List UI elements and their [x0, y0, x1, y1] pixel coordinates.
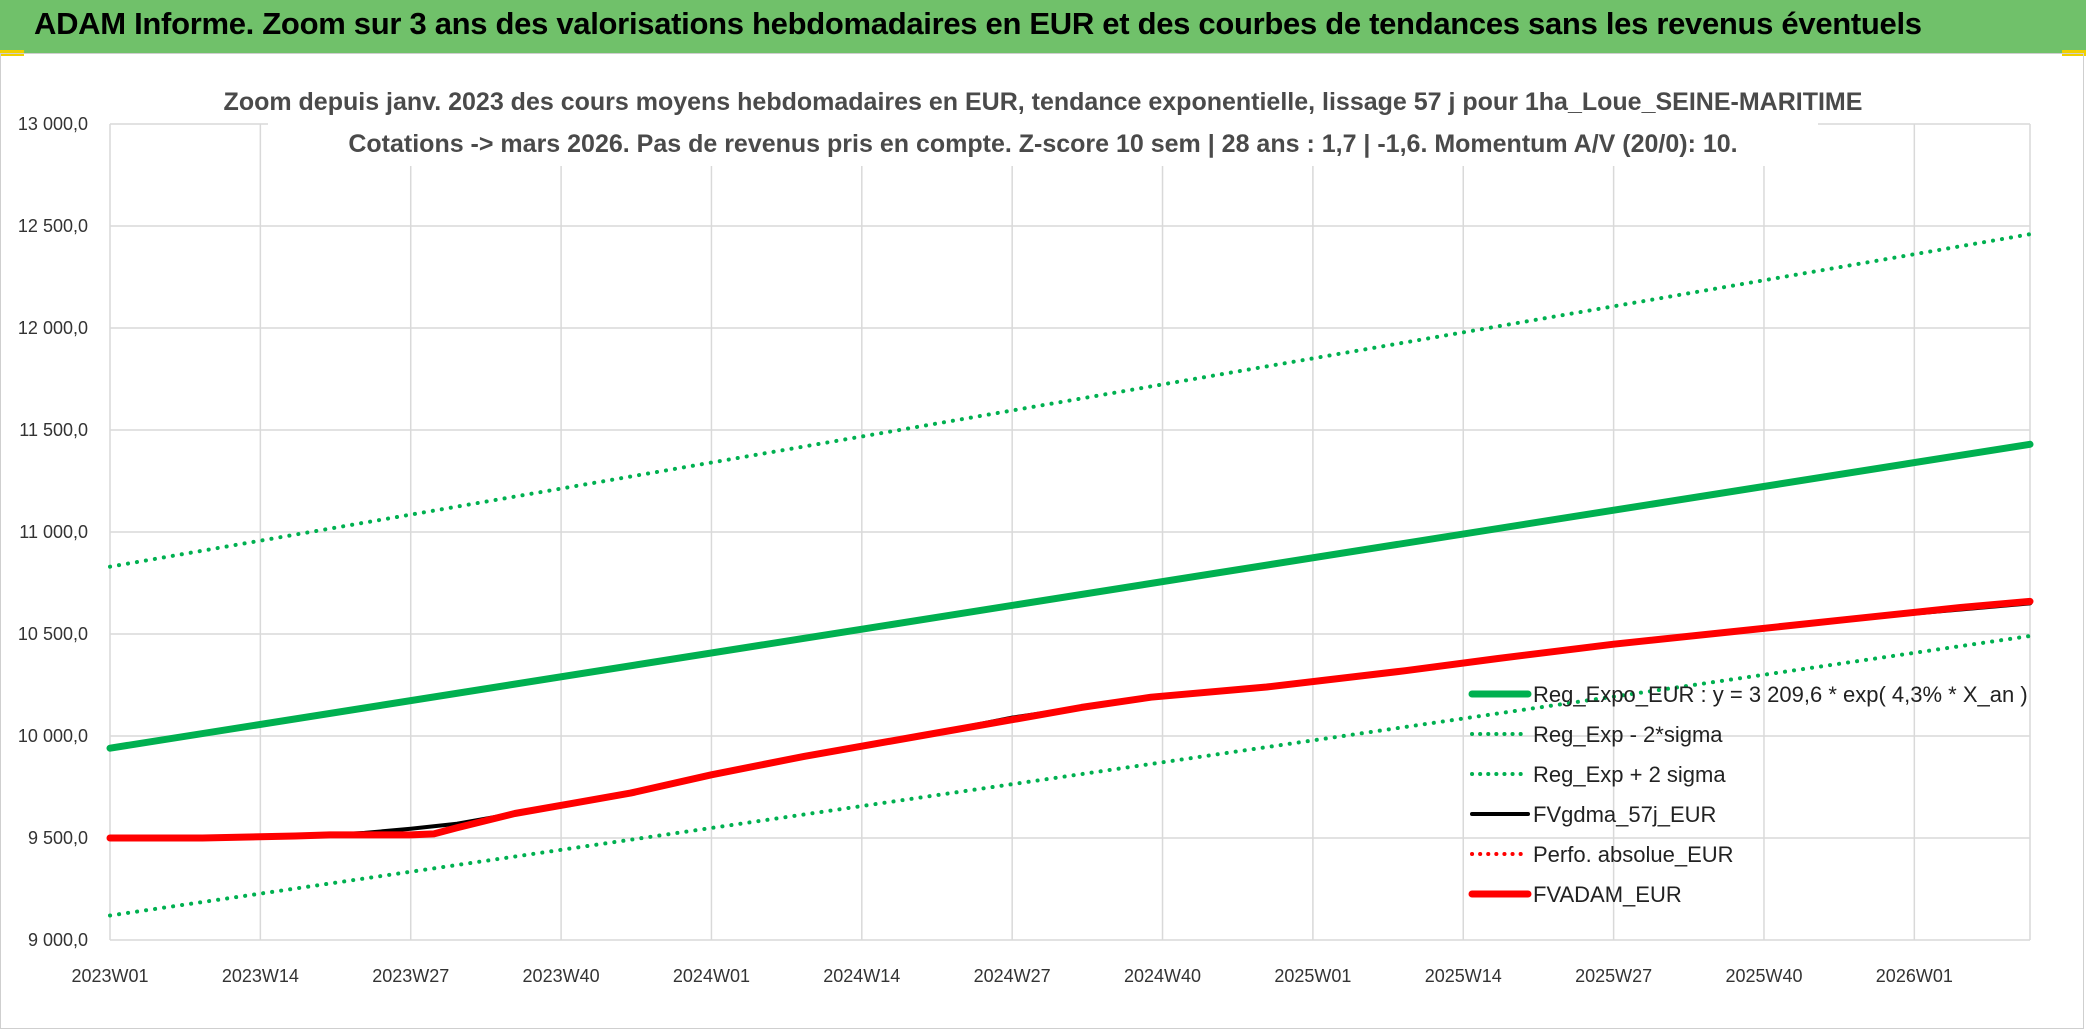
x-axis-ticks: 2023W01 2023W14 2023W27 2023W40 2024W01 2024W… — [71, 966, 1952, 986]
x-tick-label: 2024W40 — [1124, 966, 1201, 986]
legend-label: Reg_Expo_EUR : y = 3 209,6 * exp( 4,3% *… — [1533, 682, 2028, 707]
y-tick-label: 9 500,0 — [28, 828, 88, 848]
legend-label: Perfo. absolue_EUR — [1533, 842, 1734, 867]
legend-label: FVADAM_EUR — [1533, 882, 1682, 907]
x-tick-label: 2025W27 — [1575, 966, 1652, 986]
chart-frame — [0, 53, 2084, 1029]
x-tick-label: 2023W14 — [222, 966, 299, 986]
series-line — [106, 597, 2034, 842]
series-line — [108, 232, 2032, 569]
y-tick-label: 11 500,0 — [19, 420, 88, 440]
chart-title-line1: Zoom depuis janv. 2023 des cours moyens … — [224, 88, 1863, 116]
legend-label: FVgdma_57j_EUR — [1533, 802, 1716, 827]
y-tick-label: 13 000,0 — [18, 114, 88, 134]
y-tick-label: 12 500,0 — [18, 216, 88, 236]
x-tick-label: 2024W01 — [673, 966, 750, 986]
chart-series — [106, 232, 2034, 918]
series-line — [108, 601, 2032, 840]
x-tick-label: 2026W01 — [1876, 966, 1953, 986]
x-tick-label: 2025W14 — [1425, 966, 1502, 986]
x-tick-label: 2023W27 — [372, 966, 449, 986]
x-tick-label: 2025W40 — [1725, 966, 1802, 986]
y-axis-ticks: 9 000,0 9 500,0 10 000,0 10 500,0 11 000,0 11… — [18, 114, 88, 950]
legend-label: Reg_Exp - 2*sigma — [1533, 722, 1723, 747]
x-tick-label: 2024W14 — [823, 966, 900, 986]
title-background — [268, 80, 1818, 166]
x-tick-label: 2023W01 — [71, 966, 148, 986]
series-line — [106, 440, 2034, 752]
x-tick-label: 2024W27 — [974, 966, 1051, 986]
title-banner: ADAM Informe. Zoom sur 3 ans des valoris… — [0, 0, 2086, 53]
y-tick-label: 10 000,0 — [18, 726, 88, 746]
y-tick-label: 10 500,0 — [18, 624, 88, 644]
y-tick-label: 11 000,0 — [19, 522, 88, 542]
chart-grid — [109, 123, 2031, 941]
y-tick-label: 12 000,0 — [18, 318, 88, 338]
report-title: ADAM Informe. Zoom sur 3 ans des valoris… — [34, 6, 1922, 41]
x-tick-label: 2025W01 — [1274, 966, 1351, 986]
y-tick-label: 9 000,0 — [28, 930, 88, 950]
legend: Reg_Expo_EUR : y = 3 209,6 * exp( 4,3% *… — [1468, 682, 2028, 907]
x-tick-label: 2023W40 — [523, 966, 600, 986]
legend-label: Reg_Exp + 2 sigma — [1533, 762, 1726, 787]
chart-title-line2: Cotations -> mars 2026. Pas de revenus p… — [348, 130, 1737, 158]
series-line — [108, 634, 2032, 918]
